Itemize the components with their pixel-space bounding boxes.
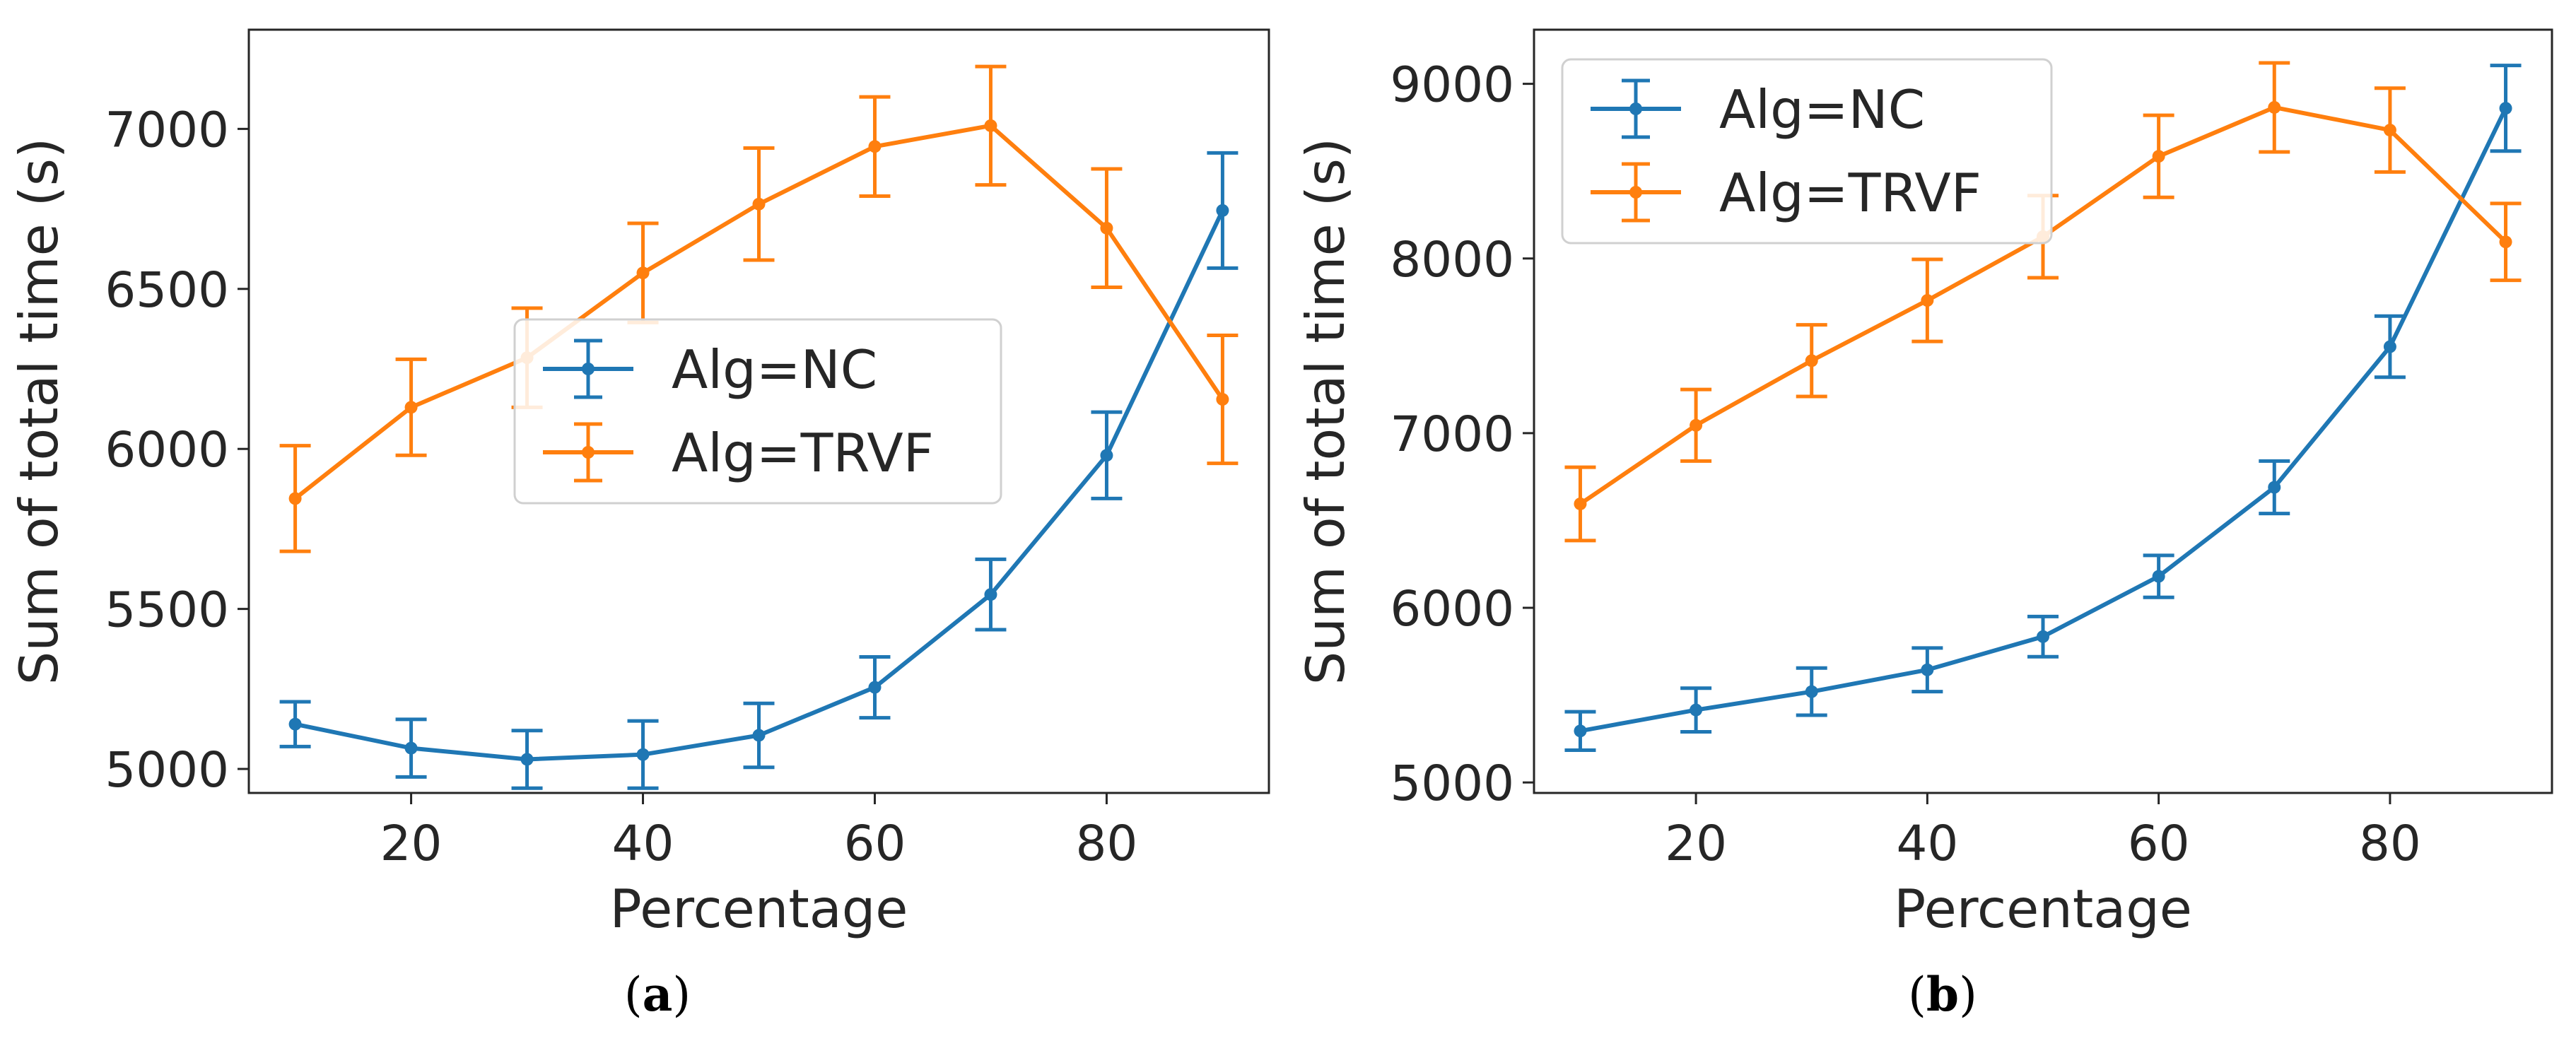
data-point [1100, 449, 1113, 462]
legend-marker [1629, 186, 1642, 199]
data-point [520, 753, 534, 766]
data-point [752, 197, 766, 211]
data-point [2383, 340, 2396, 353]
data-point [2152, 150, 2165, 163]
y-tick-label: 5500 [105, 582, 229, 639]
data-point [636, 748, 650, 761]
y-tick-label: 6000 [1390, 581, 1514, 637]
data-point [2268, 100, 2281, 114]
data-point [288, 717, 302, 731]
x-tick-label: 40 [1896, 816, 1958, 872]
data-point [1574, 497, 1587, 510]
panel-a: 20 40 60 80 5000 5500 6000 6500 7000 Percentage Su… [8, 28, 1270, 940]
data-point [2152, 570, 2165, 583]
data-point [1690, 703, 1703, 717]
y-tick-label: 9000 [1390, 57, 1514, 114]
panel-b: 20 40 60 80 5000 6000 7000 8000 9000 Percentage Su… [1294, 28, 2553, 940]
caption-a: (a) [624, 967, 691, 1022]
data-point [288, 492, 302, 505]
x-tick-label: 60 [844, 816, 906, 872]
data-point [752, 729, 766, 742]
x-tick-label: 40 [612, 816, 674, 872]
legend: Alg=NC Alg=TRVF [1561, 58, 2053, 245]
data-point [2499, 235, 2512, 249]
legend-label: Alg=NC [672, 339, 877, 401]
data-point [404, 741, 418, 755]
series-alg-nc [1564, 64, 2522, 752]
x-tick-label: 80 [2359, 816, 2421, 872]
x-tick-label: 60 [2128, 816, 2190, 872]
y-tick-label: 5000 [105, 742, 229, 799]
y-tick-label: 7000 [105, 102, 229, 158]
legend-entry: Alg=TRVF [1591, 162, 1981, 224]
data-point [1574, 724, 1587, 738]
data-point [1690, 418, 1703, 432]
y-tick-label: 7000 [1390, 406, 1514, 463]
x-axis-title: Percentage [1894, 878, 2192, 940]
data-point [636, 266, 650, 280]
legend-entry: Alg=NC [543, 339, 877, 401]
x-tick-label: 80 [1076, 816, 1138, 872]
y-tick-label: 6500 [105, 262, 229, 319]
legend-box [1561, 58, 2053, 245]
legend-marker [582, 363, 595, 375]
plot-frame [247, 28, 1270, 794]
data-point [1805, 354, 1818, 367]
data-point [1100, 221, 1113, 235]
data-point [1216, 204, 1229, 217]
plot-frame [1533, 28, 2553, 794]
data-point [404, 401, 418, 414]
y-tick-label: 8000 [1390, 232, 1514, 288]
legend-marker [582, 446, 595, 459]
data-point [1805, 685, 1818, 698]
data-point [1921, 663, 1934, 676]
legend-label: Alg=NC [1719, 78, 1925, 141]
data-point [984, 119, 997, 132]
data-point [984, 588, 997, 601]
data-point [1216, 393, 1229, 406]
legend-entry: Alg=NC [1591, 78, 1925, 141]
legend-label: Alg=TRVF [672, 422, 934, 484]
x-tick-label: 20 [380, 816, 443, 872]
legend-box [513, 318, 1002, 505]
data-point [1921, 294, 1934, 307]
x-tick-label: 20 [1665, 816, 1727, 872]
legend-marker [1629, 102, 1642, 115]
data-point [868, 681, 882, 694]
y-tick-label: 5000 [1390, 755, 1514, 812]
data-point [2499, 102, 2512, 115]
data-point [2383, 124, 2396, 137]
x-axis-title: Percentage [610, 878, 908, 940]
series-alg-nc [279, 151, 1239, 790]
caption-b: (b) [1908, 967, 1977, 1022]
data-point [2268, 481, 2281, 494]
y-axis-title: Sum of total time (s) [8, 138, 70, 685]
legend-label: Alg=TRVF [1719, 162, 1981, 224]
legend-entry: Alg=TRVF [543, 422, 934, 484]
series-alg-trvf [279, 64, 1239, 553]
data-point [868, 140, 882, 153]
y-axis-title: Sum of total time (s) [1294, 138, 1357, 685]
legend: Alg=NC Alg=TRVF [513, 318, 1002, 505]
y-tick-label: 6000 [105, 422, 229, 478]
data-point [2037, 630, 2049, 643]
